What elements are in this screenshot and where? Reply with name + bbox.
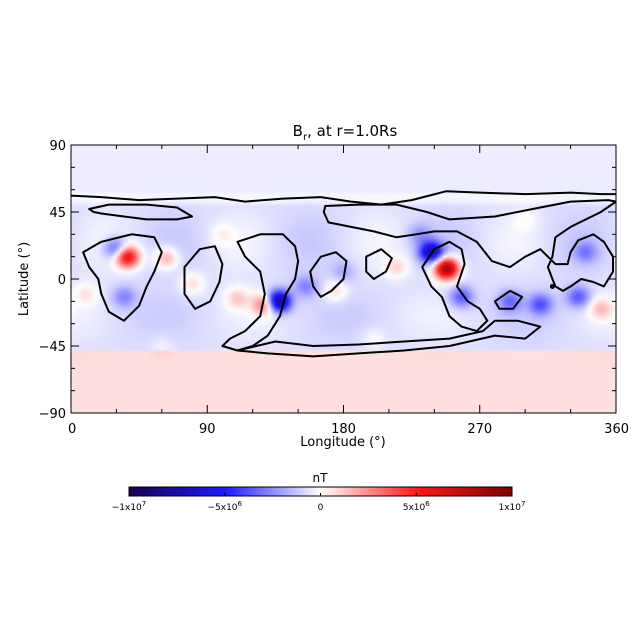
colorbar-tick-label: −1x107 — [112, 500, 147, 513]
colorbar-ticks: −1x107 −5x106 0 5x106 1x107 — [112, 493, 526, 513]
polarity-inversion-line — [365, 248, 393, 280]
heatmap-area — [71, 145, 616, 413]
colorbar-tick-label: −5x106 — [207, 500, 242, 513]
colorbar-tick-label: 0 — [318, 503, 324, 513]
y-axis-label: Latitude (°) — [17, 242, 32, 316]
x-tick-label: 270 — [467, 422, 492, 437]
colorbar-label: nT — [313, 471, 329, 485]
y-tick-label: 45 — [49, 206, 66, 221]
x-axis-label: Longitude (°) — [300, 435, 385, 450]
polarity-inversion-line — [71, 190, 616, 206]
chart-title: Br, at r=1.0Rs — [293, 122, 398, 143]
x-axis-ticks: 0 90 180 270 360 — [68, 145, 629, 437]
colorbar-tick-label: 5x106 — [403, 500, 431, 513]
polarity-inversion-line — [309, 251, 348, 298]
y-tick-label: 0 — [58, 273, 66, 288]
polarity-inversion-line — [236, 319, 542, 358]
x-tick-label: 90 — [199, 422, 216, 437]
polarity-inversion-line — [82, 233, 163, 322]
polarity-inversion-line — [493, 289, 524, 310]
y-axis-ticks: −90 −45 0 45 90 — [39, 139, 616, 422]
contour-dot — [549, 283, 555, 289]
x-tick-label: 180 — [331, 422, 356, 437]
y-tick-label: −45 — [39, 340, 66, 355]
colorbar-tick-label: 1x107 — [499, 500, 526, 513]
polarity-inversion-line — [421, 240, 489, 333]
y-tick-label: −90 — [39, 407, 66, 422]
y-tick-label: 90 — [49, 139, 66, 154]
polarity-inversion-line — [88, 203, 194, 221]
polarity-inversion-line — [183, 245, 224, 310]
x-tick-label: 360 — [604, 422, 629, 437]
x-tick-label: 0 — [68, 422, 76, 437]
